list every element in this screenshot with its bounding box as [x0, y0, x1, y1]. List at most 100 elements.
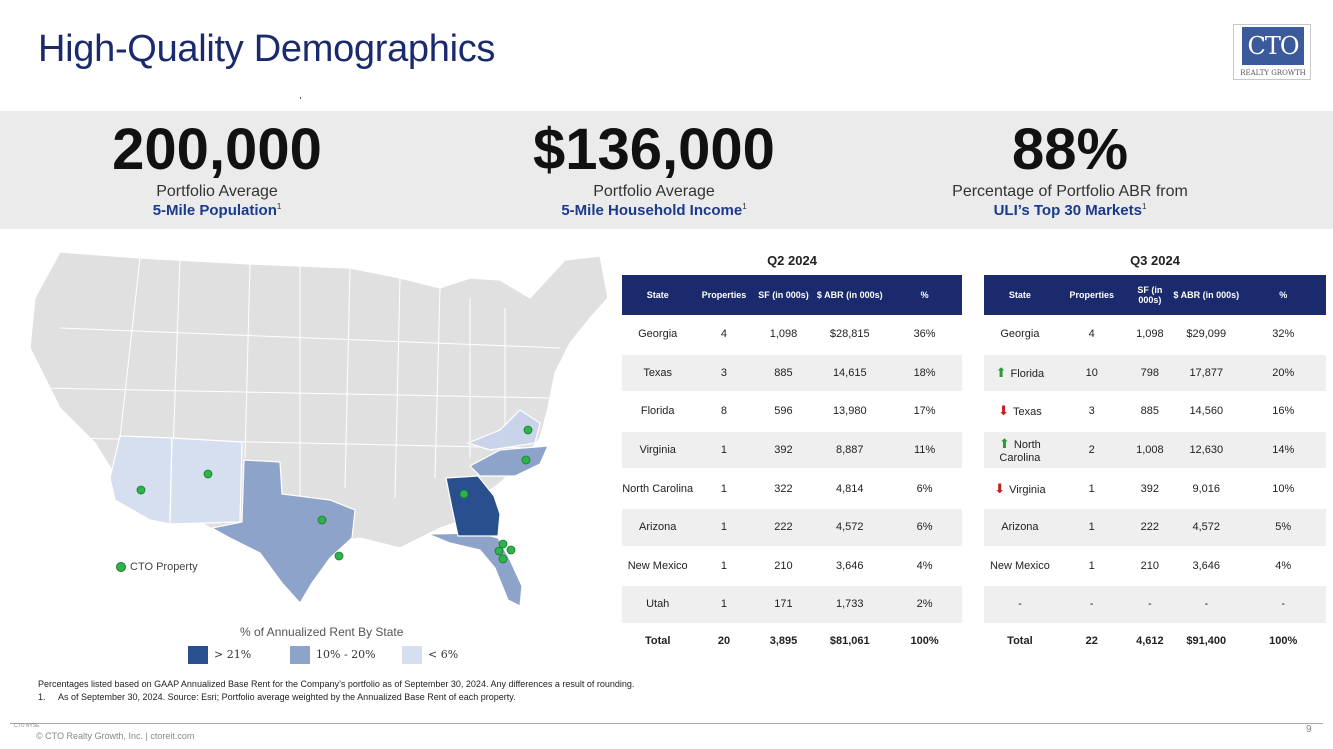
table-cell: $29,099 — [1172, 315, 1241, 355]
property-marker — [523, 425, 533, 435]
marker-icon — [116, 562, 126, 573]
table-cell: 11% — [887, 430, 962, 471]
table-row: New Mexico 1 210 3,646 4% — [622, 546, 962, 587]
table-cell: 1,098 — [754, 315, 813, 355]
stat-label: Percentage of Portfolio ABR from — [952, 183, 1188, 200]
table-row: ⬆ Florida 10 798 17,877 20% — [984, 353, 1326, 394]
total-cell: $81,061 — [812, 623, 888, 659]
table-row: ⬆ North Carolina 2 1,008 12,630 14% — [984, 430, 1326, 471]
column-header: SF (in 000s) — [1127, 275, 1173, 315]
table-cell: Florida — [622, 392, 694, 432]
table-cell: 9,016 — [1172, 469, 1241, 509]
stat-label: Portfolio Average — [593, 183, 715, 200]
table-row: Virginia 1 392 8,887 11% — [622, 430, 962, 471]
state-virginia — [466, 409, 541, 451]
table-row: ⬇ Texas 3 885 14,560 16% — [984, 392, 1326, 432]
table-cell: 1 — [1055, 507, 1128, 548]
table-cell: ⬇ Texas — [984, 392, 1056, 432]
q3-heading: Q3 2024 — [1130, 253, 1180, 268]
total-cell: Total — [622, 623, 694, 659]
property-marker — [317, 515, 327, 525]
legend-swatch — [290, 646, 310, 664]
table-cell: New Mexico — [984, 546, 1056, 587]
page-title: High-Quality Demographics — [38, 28, 496, 70]
legend-title: % of Annualized Rent By State — [240, 625, 404, 639]
table-cell: 4,572 — [1172, 507, 1241, 548]
state-georgia — [445, 475, 501, 537]
footnotes: Percentages listed based on GAAP Annuali… — [38, 678, 634, 703]
table-cell: 1,733 — [812, 585, 888, 625]
state-new-mexico — [169, 437, 243, 525]
footer-divider — [10, 723, 1323, 724]
table-cell: 4,814 — [812, 469, 888, 509]
logo-subtext: REALTY GROWTH — [1240, 69, 1306, 77]
table-cell: 14,615 — [812, 353, 888, 394]
table-cell: 171 — [754, 585, 813, 625]
table-row: Georgia 4 1,098 $28,815 36% — [622, 315, 962, 355]
table-cell: North Carolina — [622, 469, 694, 509]
table-row: Florida 8 596 13,980 17% — [622, 392, 962, 432]
table-cell: 3,646 — [812, 546, 888, 587]
property-marker — [459, 489, 469, 499]
arrow-down-icon: ⬇ — [998, 403, 1009, 419]
table-cell: 6% — [887, 469, 962, 509]
column-header: State — [984, 275, 1056, 315]
table-cell: $28,815 — [812, 315, 888, 355]
table-cell: 392 — [1127, 469, 1173, 509]
table-cell: ⬆ Florida — [984, 353, 1056, 394]
logo-mark: CTO — [1242, 27, 1304, 65]
state-arizona — [109, 435, 173, 525]
stat-value: 200,000 — [112, 117, 322, 182]
table-row: North Carolina 1 322 4,814 6% — [622, 469, 962, 509]
company-logo: CTO REALTY GROWTH — [1233, 24, 1311, 80]
table-cell: 4% — [887, 546, 962, 587]
arrow-up-icon: ⬆ — [999, 436, 1010, 452]
table-cell: 885 — [754, 353, 813, 394]
column-header: State — [622, 275, 694, 315]
table-row: Utah 1 171 1,733 2% — [622, 585, 962, 625]
property-marker — [203, 469, 213, 479]
stat-value: 88% — [1011, 117, 1129, 182]
table-cell: 10% — [1240, 469, 1326, 509]
table-cell: Texas — [622, 353, 694, 394]
q2-heading: Q2 2024 — [767, 253, 817, 268]
table-row: Texas 3 885 14,615 18% — [622, 353, 962, 394]
table-cell: 210 — [1127, 546, 1173, 587]
table-cell: 222 — [1127, 507, 1173, 548]
table-cell: 20% — [1240, 353, 1326, 394]
column-header: $ ABR (in 000s) — [1172, 275, 1241, 315]
column-header: % — [1240, 275, 1326, 315]
table-cell: 12,630 — [1172, 430, 1241, 471]
table-cell: Arizona — [622, 507, 694, 548]
total-row: Total 20 3,895 $81,061 100% — [622, 623, 962, 659]
property-markers — [136, 425, 533, 564]
state-texas — [210, 459, 356, 605]
table-cell: 18% — [887, 353, 962, 394]
table-cell: 798 — [1127, 353, 1173, 394]
property-marker — [506, 545, 516, 555]
table-cell: 13,980 — [812, 392, 888, 432]
total-cell: 4,612 — [1127, 623, 1173, 659]
table-cell: 1 — [1055, 546, 1128, 587]
column-header: $ ABR (in 000s) — [812, 275, 888, 315]
table-cell: 1 — [693, 585, 755, 625]
q2-table-section: Q2 2024 State Properties SF (in 000s) $ ABR… — [622, 253, 962, 659]
total-cell: 22 — [1055, 623, 1128, 659]
footnote: 1. As of September 30, 2024. Source: Esr… — [38, 691, 516, 702]
column-header: Properties — [693, 275, 755, 315]
property-marker — [136, 485, 146, 495]
table-cell: Utah — [622, 585, 694, 625]
table-cell: New Mexico — [622, 546, 694, 587]
legend-item-high: > 21% — [188, 646, 251, 664]
property-marker — [498, 539, 508, 549]
state-florida — [427, 532, 523, 607]
table-cell: 2% — [887, 585, 962, 625]
table-cell: 3 — [1055, 392, 1128, 432]
table-cell: - — [1172, 585, 1241, 625]
stats-band: 200,000 Portfolio Average 5-Mile Populat… — [0, 111, 1333, 229]
table-cell: 1,098 — [1127, 315, 1173, 355]
q3-table-section: Q3 2024 State Properties SF (in 000s) $ ABR… — [984, 253, 1326, 659]
stray-mark — [300, 97, 301, 99]
stat-sublabel: 5-Mile Household Income1 — [561, 202, 747, 219]
table-cell: 1 — [693, 507, 755, 548]
